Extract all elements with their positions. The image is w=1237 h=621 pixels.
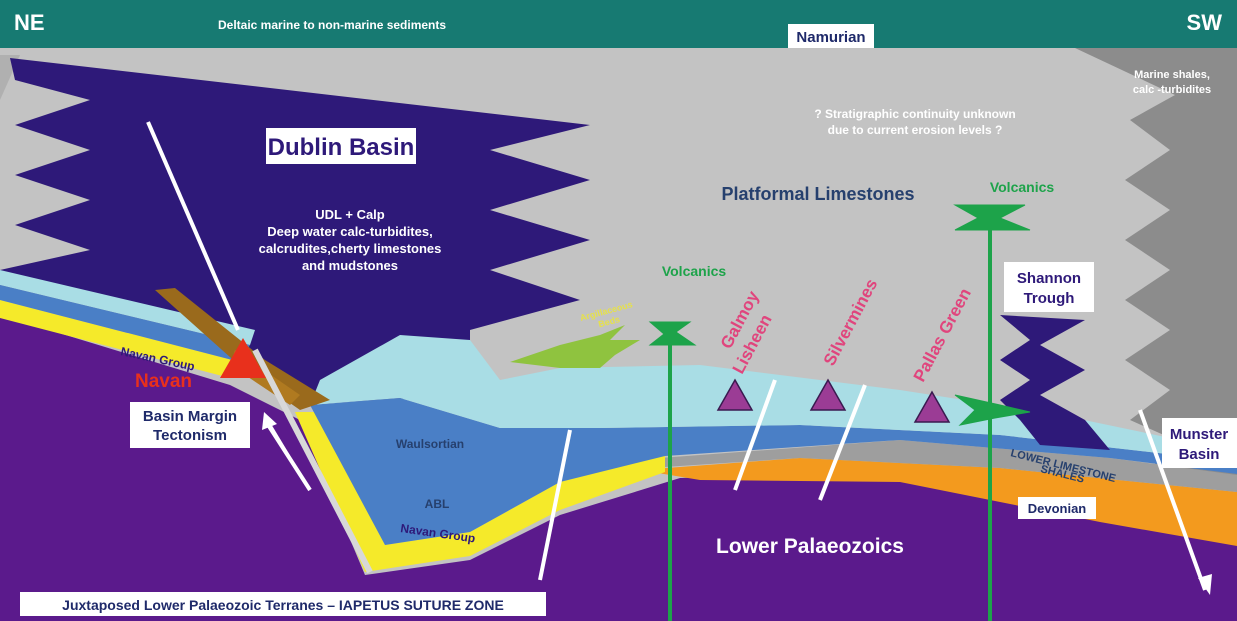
label: Basin xyxy=(1179,446,1220,463)
label: Waulsortian xyxy=(396,437,464,451)
label: Deep water calc-turbidites, xyxy=(267,224,432,239)
label: Devonian xyxy=(1028,501,1087,516)
label: and mudstones xyxy=(302,258,398,273)
page: {"header": {"left": "NE", "subtitle": "D… xyxy=(0,0,1237,621)
label: Munster xyxy=(1170,426,1229,443)
label: due to current erosion levels ? xyxy=(828,123,1003,137)
label: Juxtaposed Lower Palaeozoic Terranes – I… xyxy=(62,597,504,613)
label: ? Stratigraphic continuity unknown xyxy=(814,107,1015,121)
label: Trough xyxy=(1024,290,1075,307)
label: Shannon xyxy=(1017,270,1081,287)
label: Volcanics xyxy=(990,179,1055,195)
label: Lower Palaeozoics xyxy=(716,535,904,558)
label: Tectonism xyxy=(153,427,227,444)
dublin-basin-label: Dublin Basin xyxy=(268,134,415,161)
label: Volcanics xyxy=(662,263,727,279)
header-band xyxy=(0,0,1237,48)
header-left: NE xyxy=(14,10,45,35)
header-right: SW xyxy=(1187,10,1223,35)
label: Navan xyxy=(135,371,192,392)
label: ABL xyxy=(425,497,450,511)
label: Platformal Limestones xyxy=(721,184,914,204)
label: UDL + Calp xyxy=(315,207,385,222)
label: calc -turbidites xyxy=(1133,84,1211,96)
header-subtitle: Deltaic marine to non-marine sediments xyxy=(218,18,446,32)
cross-section: NE Deltaic marine to non-marine sediment… xyxy=(0,0,1237,621)
label: calcrudites,cherty limestones xyxy=(259,241,442,256)
label: Marine shales, xyxy=(1134,69,1210,81)
header-period: Namurian xyxy=(796,29,865,46)
label: Basin Margin xyxy=(143,408,237,425)
